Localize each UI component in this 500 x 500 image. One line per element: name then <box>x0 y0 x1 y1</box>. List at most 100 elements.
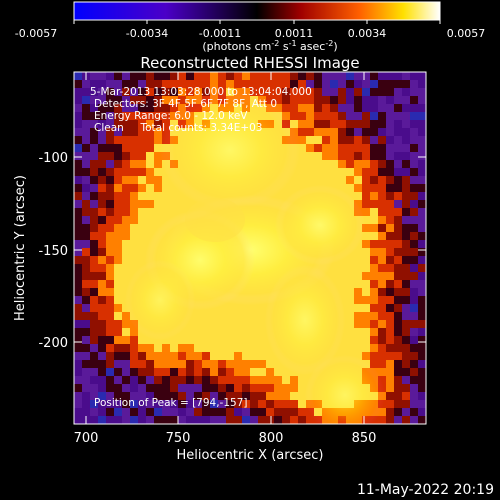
heatmap-cell <box>418 200 426 209</box>
heatmap-cell <box>266 344 275 353</box>
heatmap-cell <box>418 80 426 89</box>
heatmap-cell <box>194 336 203 345</box>
heatmap-cell <box>98 344 107 353</box>
heatmap-cell <box>122 328 131 337</box>
y-axis-label: Heliocentric Y (arcsec) <box>13 175 28 321</box>
heatmap-cell <box>90 144 99 153</box>
heatmap-cell <box>178 384 187 393</box>
heatmap-cell <box>378 224 387 233</box>
heatmap-cell <box>314 136 323 145</box>
heatmap-cell <box>394 88 403 97</box>
colorbar-tick-label: -0.0057 <box>15 27 57 40</box>
heatmap-cell <box>146 176 155 185</box>
heatmap-cell <box>74 400 83 409</box>
heatmap-cell <box>250 376 259 385</box>
heatmap-cell <box>130 240 139 249</box>
heatmap-cell <box>74 88 83 97</box>
heatmap-cell <box>378 136 387 145</box>
heatmap-cell <box>322 144 331 153</box>
heatmap-cell <box>378 416 387 424</box>
heatmap-cell <box>410 408 419 417</box>
heatmap-cell <box>298 416 307 424</box>
heatmap-cell <box>106 104 115 113</box>
heatmap-cell <box>202 328 211 337</box>
heatmap-cell <box>338 336 347 345</box>
heatmap-cell <box>242 368 251 377</box>
heatmap-cell <box>290 104 299 113</box>
heatmap-cell <box>402 160 411 169</box>
heatmap-cell <box>170 192 179 201</box>
heatmap-cell <box>122 104 131 113</box>
heatmap-cell <box>162 72 171 81</box>
heatmap-cell <box>114 320 123 329</box>
heatmap-cell <box>258 400 267 409</box>
heatmap-cell <box>410 232 419 241</box>
heatmap-cell <box>162 120 171 129</box>
heatmap-cell <box>282 416 291 424</box>
heatmap-cell <box>74 328 83 337</box>
heatmap-cell <box>146 192 155 201</box>
heatmap-cell <box>346 256 355 265</box>
heatmap-cell <box>418 248 426 257</box>
heatmap-cell <box>418 280 426 289</box>
heatmap-cell <box>178 208 187 217</box>
heatmap-cell <box>378 408 387 417</box>
heatmap-cell <box>74 360 83 369</box>
heatmap-cell <box>162 200 171 209</box>
heatmap-cell <box>162 344 171 353</box>
heatmap-cell <box>114 248 123 257</box>
heatmap-cell <box>98 200 107 209</box>
heatmap-cell <box>402 328 411 337</box>
heatmap-cell <box>98 336 107 345</box>
heatmap-cell <box>74 416 83 424</box>
heatmap-cell <box>394 296 403 305</box>
heatmap-cell <box>298 376 307 385</box>
heatmap-cell <box>106 240 115 249</box>
heatmap-cell <box>90 280 99 289</box>
heatmap-cell <box>74 392 83 401</box>
heatmap-cell <box>386 296 395 305</box>
heatmap-cell <box>354 280 363 289</box>
heatmap-cell <box>82 128 91 137</box>
heatmap-cell <box>74 288 83 297</box>
heatmap-cell <box>146 160 155 169</box>
heatmap-cell <box>90 304 99 313</box>
heatmap-cell <box>98 112 107 121</box>
colorbar-tick-label: 0.0034 <box>348 27 387 40</box>
heatmap-cell <box>130 336 139 345</box>
heatmap-cell <box>250 336 259 345</box>
heatmap-cell <box>418 104 426 113</box>
heatmap-cell <box>170 368 179 377</box>
heatmap-cell <box>298 72 307 81</box>
heatmap-cell <box>250 408 259 417</box>
heatmap-cell <box>122 320 131 329</box>
heatmap-cell <box>402 128 411 137</box>
heatmap-cell <box>226 312 235 321</box>
heatmap-cell <box>386 376 395 385</box>
heatmap-cell <box>82 336 91 345</box>
heatmap-cell <box>274 96 283 105</box>
heatmap-cell <box>98 216 107 225</box>
heatmap-cell <box>226 416 235 424</box>
heatmap-cell <box>330 168 339 177</box>
heatmap-cell <box>282 400 291 409</box>
heatmap-cell <box>370 120 379 129</box>
heatmap-cell <box>114 400 123 409</box>
heatmap-cell <box>122 128 131 137</box>
heatmap-cell <box>114 344 123 353</box>
heatmap-cell <box>370 216 379 225</box>
heatmap-cell <box>378 96 387 105</box>
heatmap-cell <box>122 232 131 241</box>
heatmap-cell <box>330 120 339 129</box>
heatmap-cell <box>130 80 139 89</box>
heatmap-cell <box>386 392 395 401</box>
heatmap-cell <box>418 272 426 281</box>
heatmap-cell <box>162 192 171 201</box>
heatmap-cell <box>410 112 419 121</box>
heatmap-cell <box>138 224 147 233</box>
heatmap-cell <box>330 128 339 137</box>
heatmap-cell <box>402 376 411 385</box>
heatmap-cell <box>386 200 395 209</box>
heatmap-cell <box>242 336 251 345</box>
heatmap-cell <box>330 152 339 161</box>
